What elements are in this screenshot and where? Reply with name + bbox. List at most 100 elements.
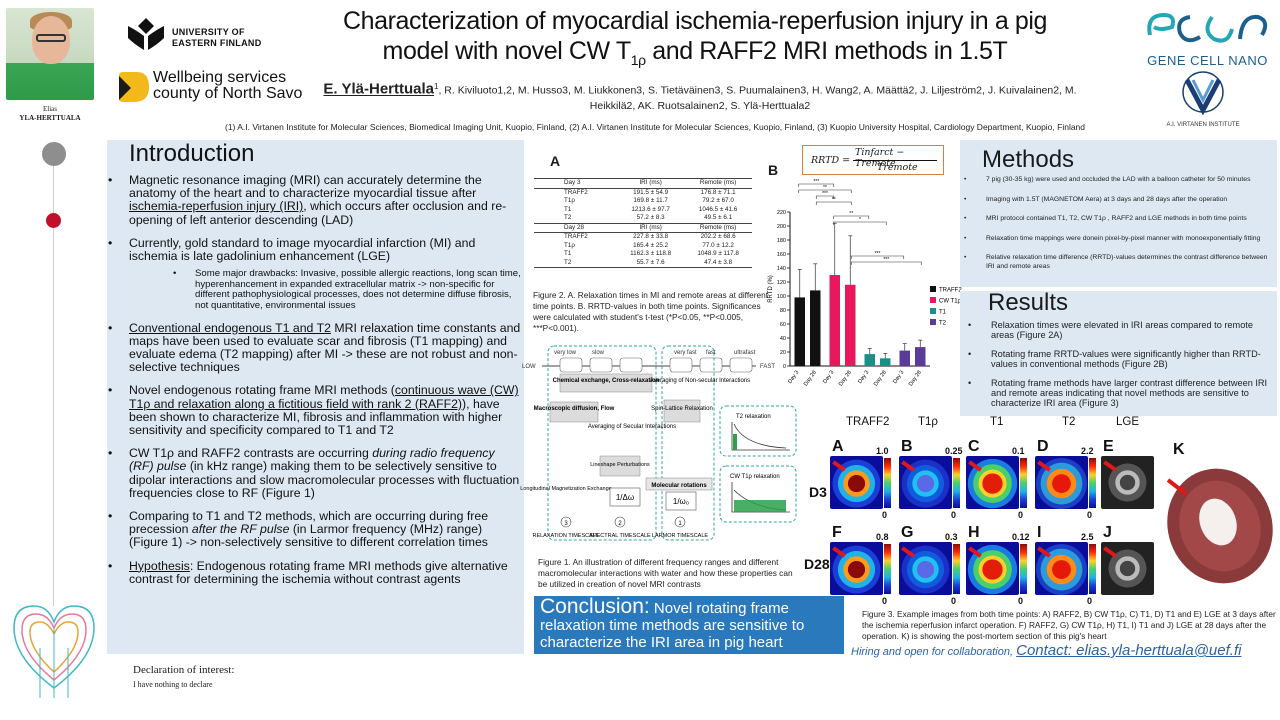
table-cell: 202.2 ± 68.6 xyxy=(700,233,736,240)
y-tick-label: 60 xyxy=(780,322,786,328)
lineshape-label: Lineshape Perturbations xyxy=(590,462,650,468)
table-cell: T2 xyxy=(564,214,572,221)
gene-cell-nano-logo: GENE CELL NANO xyxy=(1140,5,1275,68)
conclusion-box: Conclusion: Novel rotating frame relaxat… xyxy=(534,596,844,654)
figure3-label-k: K xyxy=(1173,441,1185,458)
bar xyxy=(864,354,875,366)
ai-virtanen-logo: A.I. VIRTANEN INSTITUTE xyxy=(1163,70,1243,136)
figure3-panel-label: C xyxy=(968,438,980,455)
timeline-line xyxy=(53,166,54,606)
table-row: Day 28 IRI (ms) Remote (ms) xyxy=(534,222,752,233)
table-cell: IRI (ms) xyxy=(617,222,685,233)
col-t1: T1 xyxy=(990,416,1004,428)
colorbar-max: 0.25 xyxy=(945,446,963,456)
y-tick-label: 160 xyxy=(777,252,786,258)
col-lge: LGE xyxy=(1116,416,1140,428)
contact-email-link[interactable]: Contact: elias.yla-herttuala@uef.fi xyxy=(1016,642,1242,659)
table-cell: T2 xyxy=(534,258,618,268)
significance-label: ** xyxy=(849,211,853,217)
averaging-secular-label: Averaging of Secular Interactions xyxy=(588,424,676,430)
axis-low: LOW xyxy=(522,364,536,370)
table-cell: T1ρ xyxy=(564,197,575,204)
results-panel: Results Relaxation times were elevated i… xyxy=(960,289,1277,416)
table-row: T1ρ 165.4 ± 25.2 77.0 ± 12.2 xyxy=(534,242,752,251)
significance-label: * xyxy=(859,217,861,223)
colorbar xyxy=(884,458,891,508)
bar xyxy=(794,297,805,366)
col-t1rho: T1ρ xyxy=(918,416,938,428)
author-list: E. Ylä-Herttuala1, R. Kiviluoto1,2, M. H… xyxy=(323,80,1077,112)
right-region xyxy=(661,345,715,541)
table-cell: Day 3 xyxy=(534,178,618,189)
row-d28: D28 xyxy=(804,556,830,572)
declaration-text: I have nothing to declare xyxy=(133,680,213,689)
table-cell: 176.8 ± 71.1 xyxy=(700,188,736,196)
legend-label: T1 xyxy=(939,310,947,316)
legend-swatch xyxy=(930,308,936,314)
significance-bracket xyxy=(850,261,922,265)
author-photo xyxy=(6,8,94,100)
y-tick-label: 40 xyxy=(780,336,786,342)
y-axis-label: RRTD (%) xyxy=(768,275,774,303)
intro-bullet: Currently, gold standard to image myocar… xyxy=(107,236,524,312)
table-cell: 79.2 ± 67.0 xyxy=(702,197,734,204)
intro-bullet: CW T1ρ and RAFF2 contrasts are occurring… xyxy=(107,447,524,500)
table-cell: T1ρ xyxy=(564,241,575,249)
table-cell: TRAFF2 xyxy=(564,233,588,240)
figure3-panel-label: I xyxy=(1037,524,1042,541)
colorbar-max: 2.2 xyxy=(1081,446,1094,456)
figure3-panel-label: F xyxy=(832,524,842,541)
colorbar-max: 2.5 xyxy=(1081,532,1094,542)
significance-label: *** xyxy=(883,257,889,263)
colorbar-min: 0 xyxy=(951,596,957,606)
table-row: T2 57.2 ± 8.3 49.5 ± 6.1 xyxy=(534,214,752,223)
figure2-label-b: B xyxy=(768,162,779,178)
table-cell: 55.7 ± 7.6 xyxy=(617,258,685,268)
uef-logo: UNIVERSITY OF EASTERN FINLAND xyxy=(124,14,264,54)
table-cell: T1 xyxy=(564,205,572,213)
molecular-rotations-label: Molecular rotations xyxy=(651,483,707,489)
svg-text:1: 1 xyxy=(678,521,682,527)
table-cell: 1048.9 ± 117.8 xyxy=(697,250,739,257)
macro-diffusion-label: Macroscopic diffusion, Flow xyxy=(534,406,615,412)
figure3-panel-label: A xyxy=(832,438,844,455)
y-tick-label: 20 xyxy=(780,350,786,356)
intro-bullet: Comparing to T1 and T2 methods, which ar… xyxy=(107,509,524,550)
table-row: TRAFF2 191.5 ± 54.9 176.8 ± 71.1 xyxy=(534,188,752,197)
rrtd-bar-chart: 0 20 40 60 80 100 120 140 160 180 200 220 RRTD (%) Da… xyxy=(768,179,962,388)
y-tick-label: 120 xyxy=(777,280,786,286)
colorbar xyxy=(1089,544,1096,594)
figure3-panel-label: J xyxy=(1103,524,1112,541)
table-cell: Remote (ms) xyxy=(684,178,752,189)
colorbar-min: 0 xyxy=(882,510,888,520)
hearts-illustration xyxy=(4,588,104,700)
bar xyxy=(810,290,821,366)
intro-sub-bullet: Some major drawbacks: Invasive, possible… xyxy=(129,268,522,311)
figure2-caption: Figure 2. A. Relaxation times in MI and … xyxy=(533,290,769,333)
svg-text:2: 2 xyxy=(618,521,622,527)
x-tick-label: Day 3 xyxy=(822,370,835,385)
colorbar xyxy=(1089,458,1096,508)
declaration-title: Declaration of interest: xyxy=(133,664,235,676)
label-ultrafast: ultrafast xyxy=(734,350,756,356)
wellbeing-logo: Wellbeing services county of North Savo xyxy=(117,70,317,106)
colorbar-min: 0 xyxy=(951,510,957,520)
table-cell: 77.0 ± 12.2 xyxy=(702,241,734,249)
x-tick-label: Day 28 xyxy=(908,370,923,388)
table-cell: 191.5 ± 54.9 xyxy=(633,188,669,196)
colorbar-max: 0.1 xyxy=(1012,446,1025,456)
significance-bracket xyxy=(833,215,870,219)
introduction-panel: Introduction Magnetic resonance imaging … xyxy=(107,140,524,654)
intro-bullet: Conventional endogenous T1 and T2 MRI re… xyxy=(107,321,524,375)
table-cell: 47.4 ± 3.8 xyxy=(684,258,752,268)
table-cell: IRI (ms) xyxy=(617,178,685,189)
results-bullet: Rotating frame RRTD-values were signific… xyxy=(960,349,1277,370)
y-tick-label: 80 xyxy=(780,308,786,314)
bar xyxy=(829,275,840,366)
x-tick-label: Day 28 xyxy=(838,370,853,388)
svg-text:1/ω₀: 1/ω₀ xyxy=(673,497,689,506)
figure2-label-a: A xyxy=(550,153,561,169)
axis-fast: FAST xyxy=(760,364,775,370)
colorbar-min: 0 xyxy=(1018,596,1024,606)
table-cell: 169.8 ± 11.7 xyxy=(633,197,668,204)
